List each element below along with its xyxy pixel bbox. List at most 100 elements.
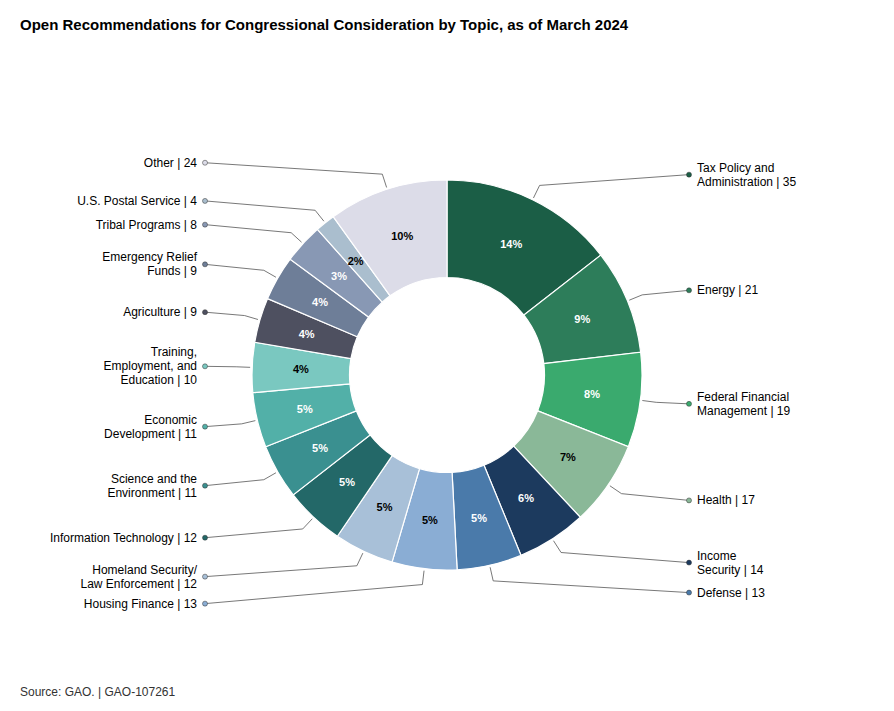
category-label-line: Employment, and — [104, 359, 197, 373]
leader-dot — [203, 364, 208, 369]
chart: Open Recommendations for Congressional C… — [0, 0, 894, 711]
leader-dot — [203, 262, 208, 267]
leader-dot — [203, 160, 208, 165]
category-label: Energy | 21 — [697, 283, 758, 297]
value-label: 4% — [293, 363, 309, 375]
value-label: 5% — [339, 476, 355, 488]
leader-dot — [203, 222, 208, 227]
category-label-line: Training, — [151, 345, 197, 359]
category-label-line: Tribal Programs | 8 — [96, 218, 198, 232]
leader-line — [205, 201, 324, 221]
category-label-line: Administration | 35 — [697, 175, 796, 189]
leader-line — [205, 421, 255, 427]
category-label: EconomicDevelopment | 11 — [104, 413, 197, 441]
leader-line — [205, 473, 276, 486]
category-label: Agriculture | 9 — [123, 305, 197, 319]
value-label: 7% — [560, 451, 576, 463]
category-label-line: U.S. Postal Service | 4 — [77, 194, 197, 208]
value-label: 9% — [574, 313, 590, 325]
category-label: Tribal Programs | 8 — [96, 218, 198, 232]
category-label-line: Development | 11 — [104, 427, 197, 441]
source: Source: GAO. | GAO-107261 — [20, 685, 176, 699]
value-label: 4% — [312, 296, 328, 308]
leader-line — [205, 225, 302, 243]
slice — [333, 180, 447, 296]
value-label: 14% — [500, 238, 522, 250]
category-label-line: Security | 14 — [697, 563, 764, 577]
category-label-line: Health | 17 — [697, 493, 755, 507]
leader-line — [533, 175, 689, 198]
category-label-line: Law Enforcement | 12 — [80, 577, 197, 591]
value-label: 2% — [348, 255, 364, 267]
plot: 14%9%8%7%6%5%5%5%5%5%5%4%4%4%3%2%10% — [252, 180, 642, 570]
category-label-line: Defense | 13 — [697, 586, 765, 600]
category-label: Homeland Security/Law Enforcement | 12 — [80, 563, 197, 591]
leader-dot — [687, 498, 692, 503]
category-label-line: Housing Finance | 13 — [84, 597, 198, 611]
category-label-line: Information Technology | 12 — [50, 531, 197, 545]
labels: Tax Policy andAdministration | 35 Energy … — [50, 156, 796, 611]
leader-dot — [203, 574, 208, 579]
category-label-line: Homeland Security/ — [92, 563, 197, 577]
category-label: Health | 17 — [697, 493, 755, 507]
value-label: 10% — [391, 230, 413, 242]
category-label-line: Funds | 9 — [147, 264, 197, 278]
leader-line — [629, 290, 689, 300]
value-label: 5% — [377, 501, 393, 513]
slice — [253, 384, 357, 447]
leader-line — [205, 366, 250, 367]
category-label: Tax Policy andAdministration | 35 — [697, 161, 796, 189]
leader-dot — [203, 310, 208, 315]
category-label: Federal FinancialManagement | 19 — [697, 390, 791, 418]
category-label-line: Energy | 21 — [697, 283, 758, 297]
leader-line — [554, 541, 689, 563]
category-label: Defense | 13 — [697, 586, 765, 600]
leader-line — [205, 519, 312, 538]
leader-dot — [203, 198, 208, 203]
category-label: Information Technology | 12 — [50, 531, 197, 545]
leader-line — [205, 553, 363, 577]
value-label: 3% — [331, 270, 347, 282]
category-label-line: Other | 24 — [144, 156, 197, 170]
value-label: 6% — [518, 492, 534, 504]
value-label: 5% — [422, 514, 438, 526]
leader-dot — [203, 483, 208, 488]
slice-group — [252, 180, 642, 570]
category-label-line: Management | 19 — [697, 404, 791, 418]
category-label-line: Environment | 11 — [107, 486, 197, 500]
slice — [452, 465, 521, 570]
title: Open Recommendations for Congressional C… — [20, 16, 629, 33]
category-label-line: Federal Financial — [697, 390, 789, 404]
slice — [524, 255, 641, 364]
value-label: 5% — [312, 442, 328, 454]
leader-dot — [687, 288, 692, 293]
category-label-line: Tax Policy and — [697, 161, 774, 175]
leader-line — [205, 163, 387, 188]
leader-line — [205, 312, 258, 319]
slices — [252, 180, 642, 570]
category-label-line: Emergency Relief — [102, 250, 197, 264]
leader-dot — [687, 560, 692, 565]
category-label-line: Agriculture | 9 — [123, 305, 197, 319]
leader-dot — [687, 172, 692, 177]
category-label-line: Science and the — [111, 472, 197, 486]
leader-line — [610, 486, 689, 501]
leader-dot — [687, 590, 692, 595]
category-label: Housing Finance | 13 — [84, 597, 198, 611]
category-label: IncomeSecurity | 14 — [697, 549, 764, 577]
category-label: Emergency ReliefFunds | 9 — [102, 250, 197, 278]
category-label: U.S. Postal Service | 4 — [77, 194, 197, 208]
leader-dot — [203, 424, 208, 429]
leader-line — [205, 264, 276, 277]
category-label: Other | 24 — [144, 156, 197, 170]
value-label: 8% — [584, 388, 600, 400]
category-label: Training,Employment, andEducation | 10 — [104, 345, 198, 387]
value-label: 5% — [471, 512, 487, 524]
category-label-line: Economic — [144, 413, 197, 427]
leader-line — [490, 567, 689, 592]
leader-line — [642, 401, 689, 404]
category-label-line: Income — [697, 549, 737, 563]
value-label: 5% — [297, 403, 313, 415]
leader-dot — [203, 601, 208, 606]
leader-dot — [687, 401, 692, 406]
